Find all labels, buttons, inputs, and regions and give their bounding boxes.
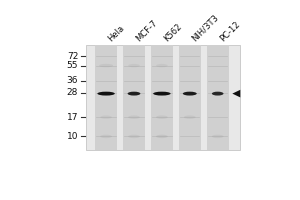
Text: 72: 72 (67, 52, 78, 61)
Text: K562: K562 (162, 22, 183, 43)
Text: 10: 10 (67, 132, 78, 141)
Bar (95, 45, 117, 150)
Ellipse shape (156, 135, 168, 138)
Ellipse shape (100, 115, 112, 119)
Ellipse shape (183, 92, 197, 96)
Text: MCF-7: MCF-7 (134, 18, 159, 43)
Bar (207, 45, 229, 150)
Ellipse shape (99, 64, 113, 67)
Ellipse shape (153, 92, 171, 96)
Ellipse shape (156, 115, 168, 119)
Ellipse shape (212, 92, 224, 96)
Ellipse shape (128, 64, 140, 67)
Bar (151, 45, 173, 150)
Text: 36: 36 (67, 76, 78, 85)
Ellipse shape (128, 92, 140, 96)
Bar (86, 45, 240, 150)
Text: 17: 17 (67, 113, 78, 122)
Ellipse shape (98, 92, 115, 96)
Text: 55: 55 (67, 61, 78, 70)
Bar (123, 45, 145, 150)
Ellipse shape (100, 135, 112, 138)
Ellipse shape (128, 115, 140, 119)
Text: 28: 28 (67, 88, 78, 97)
Ellipse shape (212, 135, 224, 138)
Text: PC-12: PC-12 (218, 20, 242, 43)
Ellipse shape (128, 135, 140, 138)
Ellipse shape (184, 115, 196, 119)
Polygon shape (232, 90, 240, 97)
Bar (179, 45, 201, 150)
Text: Hela: Hela (106, 23, 126, 43)
Text: NIH/3T3: NIH/3T3 (190, 13, 220, 43)
Ellipse shape (156, 64, 168, 67)
